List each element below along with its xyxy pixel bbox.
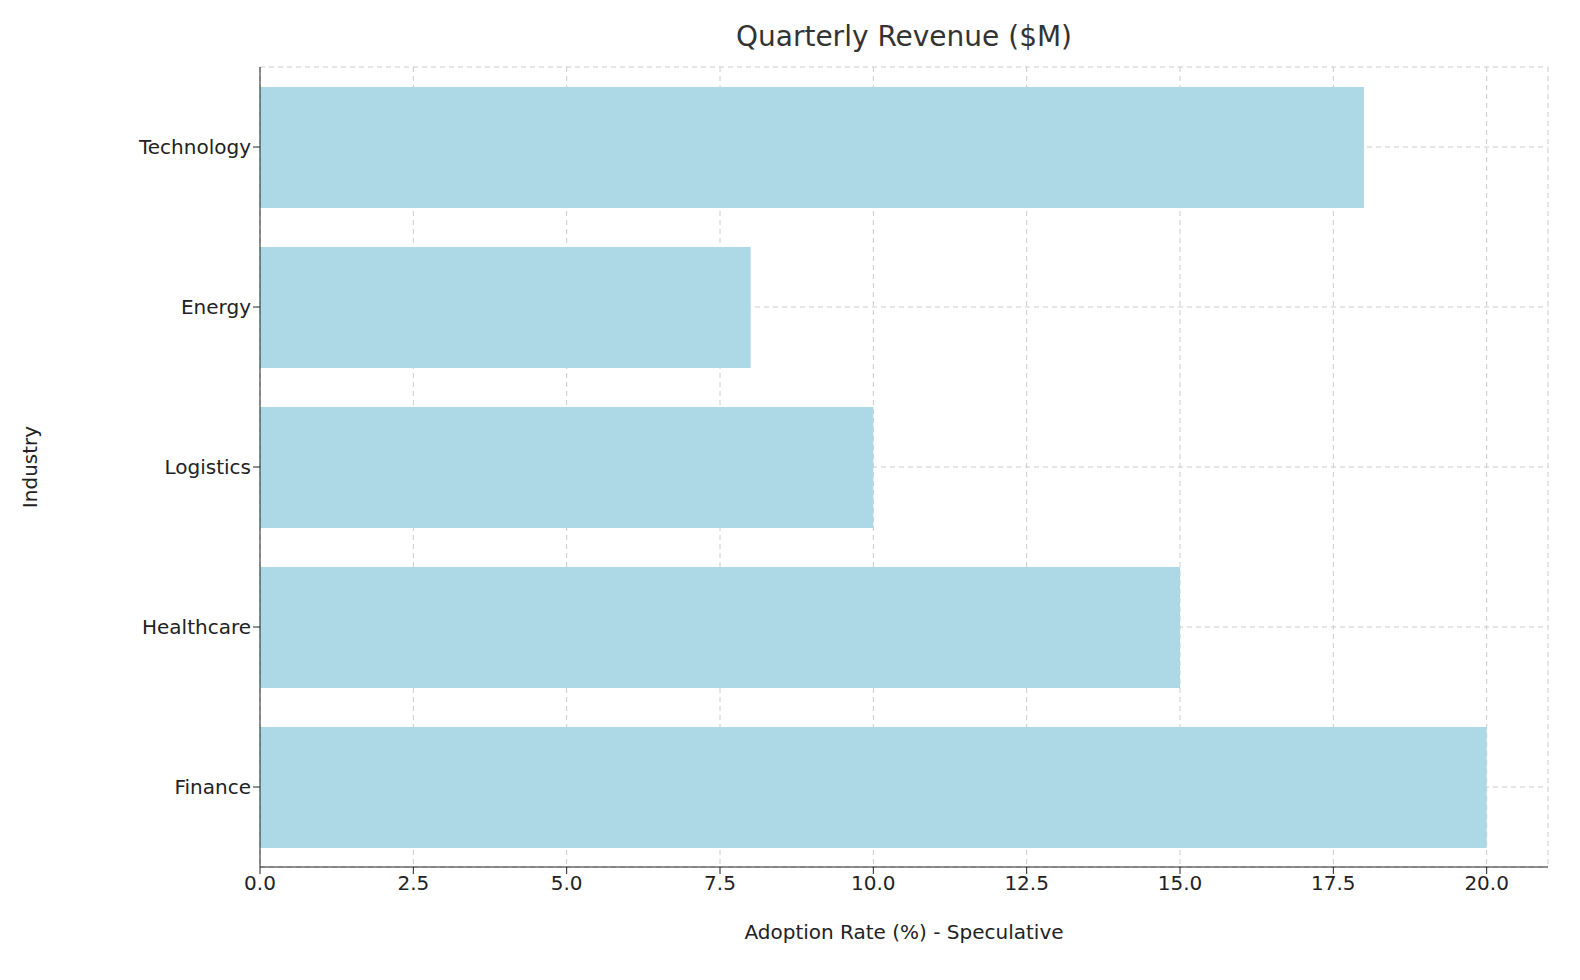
- svg-text:Technology: Technology: [138, 135, 251, 159]
- svg-text:5.0: 5.0: [551, 871, 583, 895]
- svg-text:Industry: Industry: [18, 426, 42, 508]
- svg-text:17.5: 17.5: [1311, 871, 1356, 895]
- svg-text:7.5: 7.5: [704, 871, 736, 895]
- svg-text:Healthcare: Healthcare: [142, 615, 251, 639]
- svg-text:Adoption Rate (%) - Speculativ: Adoption Rate (%) - Speculative: [744, 920, 1063, 944]
- svg-text:2.5: 2.5: [397, 871, 429, 895]
- svg-text:15.0: 15.0: [1158, 871, 1203, 895]
- svg-text:Energy: Energy: [181, 295, 251, 319]
- html-text:Quarterly Revenue ($M): Quarterly Revenue ($M): [736, 20, 1072, 53]
- svg-text:Finance: Finance: [174, 775, 251, 799]
- svg-text:20.0: 20.0: [1464, 871, 1509, 895]
- svg-text:10.0: 10.0: [851, 871, 896, 895]
- svg-text:0.0: 0.0: [244, 871, 276, 895]
- svg-text:12.5: 12.5: [1004, 871, 1049, 895]
- svg-text:Logistics: Logistics: [164, 455, 251, 479]
